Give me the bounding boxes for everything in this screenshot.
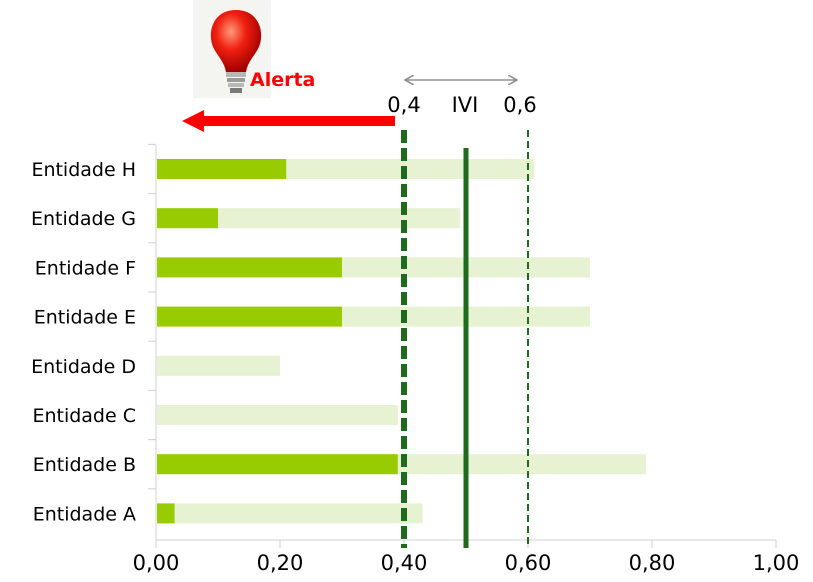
bar-background-7 xyxy=(157,503,423,524)
reference-lines xyxy=(401,130,529,548)
x-tick-label-1: 0,20 xyxy=(257,551,304,575)
x-tick-label-5: 1,00 xyxy=(753,551,800,575)
bar-foreground-6 xyxy=(157,454,398,475)
category-label-5: Entidade C xyxy=(32,405,136,427)
bar-background-4 xyxy=(157,355,280,376)
x-tick-label-4: 0,80 xyxy=(629,551,676,575)
x-tick-label-2: 0,40 xyxy=(381,551,428,575)
alert-arrow-head xyxy=(182,110,204,132)
bar-foreground-2 xyxy=(157,257,342,278)
category-label-4: Entidade D xyxy=(31,356,136,378)
annotation-ivi: IVI xyxy=(452,93,479,117)
bar-foreground-0 xyxy=(157,159,287,179)
alert-label: Alerta xyxy=(250,69,315,91)
annotation-low-threshold: 0,4 xyxy=(387,93,420,117)
category-label-6: Entidade B xyxy=(33,454,136,476)
bars-foreground-series xyxy=(157,159,398,524)
bar-background-1 xyxy=(157,208,460,229)
bar-background-5 xyxy=(157,405,398,425)
bar-foreground-3 xyxy=(157,306,342,327)
category-label-2: Entidade F xyxy=(35,257,136,279)
x-ticks: 0,00 0,20 0,40 0,60 0,80 1,00 xyxy=(133,540,800,575)
category-label-1: Entidade G xyxy=(31,208,136,230)
lightbulb-icon xyxy=(193,0,271,98)
bar-foreground-1 xyxy=(157,208,218,229)
category-label-7: Entidade A xyxy=(33,503,136,525)
category-label-0: Entidade H xyxy=(31,159,136,181)
bar-foreground-7 xyxy=(157,503,175,524)
x-tick-label-3: 0,60 xyxy=(505,551,552,575)
category-label-3: Entidade E xyxy=(34,307,136,329)
x-tick-label-0: 0,00 xyxy=(133,551,180,575)
annotation-high-threshold: 0,6 xyxy=(503,93,536,117)
category-labels: Entidade H Entidade G Entidade F Entidade E… xyxy=(31,143,156,525)
